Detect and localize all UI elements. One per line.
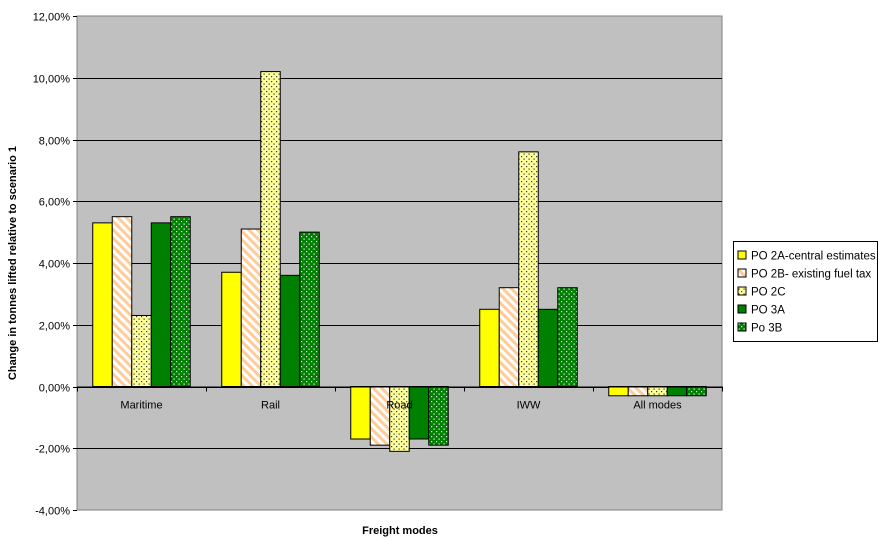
y-tick-label: -2,00% <box>35 444 70 456</box>
y-tick-label: 12,00% <box>33 12 71 24</box>
x-tick-label: Road <box>386 400 412 412</box>
y-tick-labels: -4,00% -2,00% 0,00% 2,00% 4,00% 6,00% 8,00% 10,… <box>33 12 71 518</box>
bar <box>221 271 242 388</box>
bar <box>389 386 410 452</box>
bar <box>240 228 262 387</box>
bar <box>408 386 430 440</box>
y-axis-title: Change in tonnes lifted relative to scen… <box>7 146 19 380</box>
bar <box>686 386 707 397</box>
legend-label: PO 2B- existing fuel tax <box>751 269 871 281</box>
bar <box>150 222 172 387</box>
bar <box>279 274 301 388</box>
y-tick-label: -4,00% <box>35 506 70 518</box>
x-tick-labels: Maritime Rail Road IWW All modes <box>120 400 682 412</box>
bar <box>647 386 668 397</box>
bar <box>299 231 320 387</box>
legend-swatch <box>737 268 747 278</box>
bar <box>170 216 191 387</box>
bar <box>498 287 520 388</box>
bars <box>92 71 707 452</box>
bar <box>369 386 391 446</box>
legend-swatch <box>737 304 747 314</box>
bar <box>608 386 629 397</box>
bar <box>479 308 500 387</box>
legend-swatch <box>737 250 747 260</box>
legend-label: PO 2C <box>751 287 786 299</box>
bar <box>557 287 578 388</box>
y-tick-label: 2,00% <box>39 321 70 333</box>
bar <box>428 386 449 446</box>
zero-axis <box>77 386 723 392</box>
bar <box>131 314 152 387</box>
x-tick-label: All modes <box>633 400 682 412</box>
x-tick-label: IWW <box>517 400 541 412</box>
bar <box>111 216 133 387</box>
x-tick-label: Maritime <box>120 400 162 412</box>
bar <box>260 71 281 387</box>
legend: PO 2A-central estimates PO 2B- existing f… <box>733 241 878 342</box>
y-tick-label: 6,00% <box>39 197 70 209</box>
legend-swatch <box>737 322 747 332</box>
bar <box>627 386 649 397</box>
bar <box>92 222 113 387</box>
y-tick-label: 8,00% <box>39 136 70 148</box>
bar <box>537 308 559 387</box>
x-tick-label: Rail <box>261 400 280 412</box>
bar <box>666 386 688 397</box>
bar <box>518 151 539 387</box>
legend-swatch <box>737 286 747 296</box>
gridlines <box>73 16 722 511</box>
y-tick-label: 10,00% <box>33 74 71 86</box>
x-axis-title: Freight modes <box>362 525 438 537</box>
y-tick-label: 0,00% <box>39 383 70 395</box>
legend-label: PO 2A-central estimates <box>751 251 876 263</box>
legend-label: PO 3A <box>751 305 785 317</box>
bar <box>350 386 371 440</box>
legend-label: Po 3B <box>751 323 783 335</box>
y-tick-label: 4,00% <box>39 259 70 271</box>
legend-box <box>733 241 878 342</box>
